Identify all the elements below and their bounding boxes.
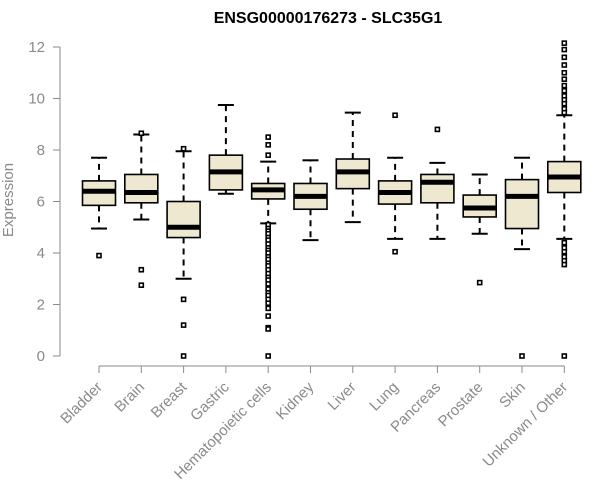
outlier-point [265,134,272,140]
y-tick-label: 8 [37,142,45,159]
outlier-point [265,142,272,148]
box-lung [377,112,413,255]
x-tick-label: Liver [325,379,360,414]
outlier-point [265,326,272,332]
outlier-point [138,266,145,273]
outlier-point [561,353,568,359]
box-liver [335,111,371,224]
outlier-point [561,239,568,246]
outlier-point [180,322,187,328]
outlier-point [138,282,145,288]
outlier-point [561,261,568,268]
y-tick-label: 6 [37,194,45,211]
outlier-point [561,69,568,76]
outlier-point [265,305,272,312]
iqr-box [504,178,540,230]
outlier-point [138,130,145,137]
boxes-group [81,40,582,359]
outlier-point [561,76,568,82]
outlier-point [561,40,568,46]
outlier-point [561,248,568,255]
box-breast [166,145,201,359]
outlier-point [392,248,398,255]
outlier-point [180,145,187,152]
iqr-box [166,200,201,239]
outlier-point [434,126,441,133]
outlier-point [265,152,272,158]
box-gastric [208,103,244,195]
box-skin [504,156,540,359]
outlier-point [476,279,483,286]
iqr-box [124,173,159,204]
outlier-point [561,109,568,116]
x-tick-label: Breast [148,378,191,421]
x-tick-label: Bladder [57,379,106,428]
box-pancreas [420,126,455,240]
y-tick-label: 4 [37,245,45,262]
outlier-point [561,82,568,89]
outlier-point [265,281,272,287]
outlier-point [96,252,102,259]
y-tick-label: 0 [37,348,45,365]
outlier-point [265,353,272,359]
y-axis-label: Expression [0,163,17,237]
outlier-point [561,100,568,107]
box-bladder [81,156,117,259]
outlier-point [561,62,568,68]
x-tick-label: Kidney [273,378,318,423]
box-brain [124,130,159,288]
outlier-point [265,313,272,319]
y-axis: 0 2 4 6 8 10 12 [28,39,61,365]
x-tick-label: Brain [111,379,148,416]
outlier-point [392,112,398,119]
outlier-point [519,353,525,359]
outlier-point [561,54,568,61]
outlier-point [561,46,568,53]
box-hematopoietic-cells [250,134,286,359]
outlier-point [561,87,568,94]
x-tick-label: Lung [366,379,402,415]
chart-title: ENSG00000176273 - SLC35G1 [214,10,443,27]
box-unknown-other [546,40,582,359]
y-tick-label: 2 [37,297,45,314]
outlier-point [180,296,187,303]
x-tick-label: Prostate [435,379,487,431]
box-kidney [293,159,328,242]
iqr-box [420,173,455,204]
y-tick-label: 12 [28,39,45,56]
outlier-point [180,353,187,359]
x-tick-label: Skin [496,379,529,412]
outlier-point [265,300,272,307]
box-prostate [462,173,498,286]
y-tick-label: 10 [28,91,45,108]
